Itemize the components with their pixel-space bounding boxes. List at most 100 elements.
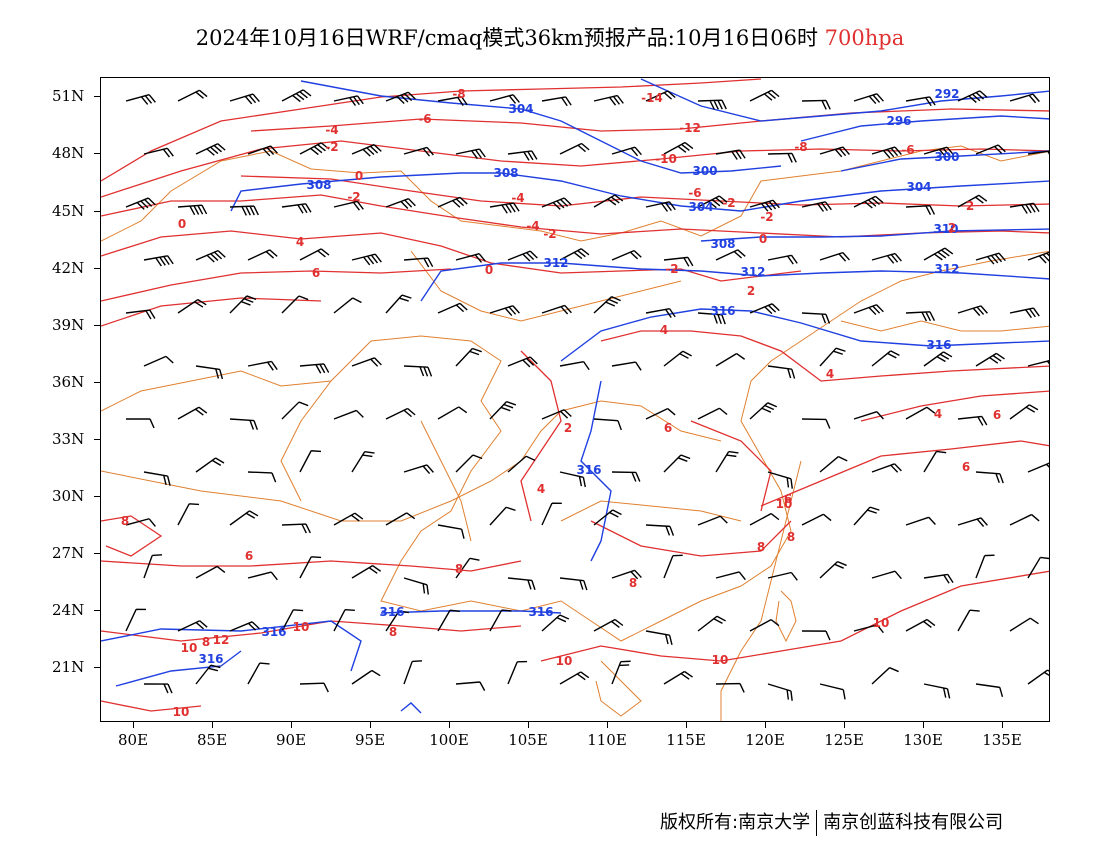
temperature-label: 6 [312, 266, 320, 280]
lon-label-95E: 95E [354, 731, 386, 749]
wind-barb [281, 401, 309, 420]
wind-barb [195, 457, 225, 473]
wind-barb [507, 455, 536, 473]
wind-barb [385, 294, 412, 314]
wind-barb [923, 683, 951, 699]
wind-barb [853, 624, 884, 634]
wind-barb [871, 463, 902, 473]
geopotential-contour [115, 650, 242, 687]
wind-barb [957, 194, 988, 208]
temperature-label: 10 [873, 616, 890, 630]
copyright-footer: 版权所有:南京大学 南京创蓝科技有限公司 [660, 808, 1003, 836]
wind-barb [351, 669, 381, 685]
wind-barb [611, 361, 642, 371]
wind-barb [541, 197, 572, 210]
wind-barb [559, 142, 590, 155]
wind-barb [489, 609, 512, 632]
geopotential-label: 296 [886, 114, 911, 128]
temperature-isotherm [101, 560, 522, 572]
lat-tick [94, 153, 100, 154]
wind-barb [871, 252, 902, 264]
wind-barb [281, 89, 312, 103]
wind-barb [489, 305, 520, 316]
wind-barb [299, 248, 330, 261]
wind-barb [715, 249, 746, 261]
wind-barb [715, 450, 739, 473]
wind-barb [125, 518, 156, 527]
wind-barb [853, 304, 884, 316]
wind-barb [281, 609, 304, 632]
wind-barb [905, 516, 936, 526]
wind-barb [385, 512, 416, 526]
temperature-label: -12 [679, 121, 701, 135]
temperature-label: 8 [757, 540, 765, 554]
temperature-label: 4 [660, 323, 668, 337]
wind-barb [351, 450, 375, 473]
chart-title: 2024年10月16日WRF/cmaq模式36km预报产品:10月16日06时 … [0, 22, 1100, 52]
wind-barb [385, 407, 416, 420]
wind-barb [541, 96, 572, 107]
wind-barb [143, 471, 171, 486]
wind-barb [541, 304, 572, 315]
lat-tick [94, 439, 100, 440]
wind-barb [333, 409, 364, 420]
wind-barb [957, 517, 988, 527]
wind-barb [541, 614, 570, 632]
lat-tick [94, 268, 100, 269]
wind-barb [489, 202, 520, 214]
wind-barb [923, 573, 954, 584]
wind-barb [229, 295, 257, 314]
title-main: 2024年10月16日WRF/cmaq模式36km预报产品:10月16日06时 [195, 26, 818, 50]
wind-barb [663, 350, 692, 367]
lat-label-27N: 27N [52, 544, 85, 562]
temperature-label: -8 [452, 87, 465, 101]
footer-separator [816, 810, 818, 836]
geopotential-contour [101, 620, 362, 672]
wind-barb [749, 512, 780, 526]
lat-tick [94, 496, 100, 497]
wind-barb [853, 195, 884, 209]
lat-tick [94, 211, 100, 212]
lat-label-51N: 51N [52, 87, 85, 105]
wind-barb [645, 308, 676, 318]
wind-barb [697, 195, 728, 209]
wind-barb [455, 253, 486, 263]
lat-label-48N: 48N [52, 144, 85, 162]
temperature-isotherm [101, 515, 163, 557]
wind-barb [1009, 404, 1039, 420]
temperature-isotherm [590, 520, 792, 557]
geopotential-contour [380, 610, 562, 614]
geopotential-label: 304 [688, 200, 713, 214]
wind-barb [177, 299, 207, 314]
temperature-label: 0 [178, 217, 186, 231]
wind-barb [871, 570, 902, 580]
temperature-isotherm [250, 108, 1049, 132]
wind-barb [559, 360, 590, 371]
geopotential-label: 300 [692, 164, 717, 178]
lat-label-39N: 39N [52, 316, 85, 334]
footer-right: 南京创蓝科技有限公司 [823, 812, 1004, 833]
wind-barb [663, 256, 694, 267]
lon-tick [686, 722, 687, 728]
wind-barb [767, 471, 793, 489]
temperature-label: 12 [213, 633, 230, 647]
wind-barb [247, 145, 278, 157]
temperature-label: 4 [537, 482, 545, 496]
wind-barb [715, 353, 746, 367]
boundary-layer [101, 145, 1049, 721]
lon-label-135E: 135E [982, 731, 1022, 749]
wind-barb [611, 146, 642, 157]
temperature-label: -2 [665, 262, 678, 276]
footer-left: 版权所有:南京大学 [660, 812, 811, 833]
wind-barb [437, 96, 468, 106]
wind-barb [507, 150, 538, 161]
temperature-label: 4 [934, 407, 942, 421]
wind-barb [247, 471, 277, 483]
wind-barb [593, 94, 624, 106]
geopotential-contour [700, 228, 1049, 242]
temperature-label: -2 [347, 190, 360, 204]
lon-label-125E: 125E [824, 731, 864, 749]
wind-barb [541, 502, 562, 526]
wind-barb [437, 196, 468, 208]
geopotential-label: 300 [934, 150, 959, 164]
